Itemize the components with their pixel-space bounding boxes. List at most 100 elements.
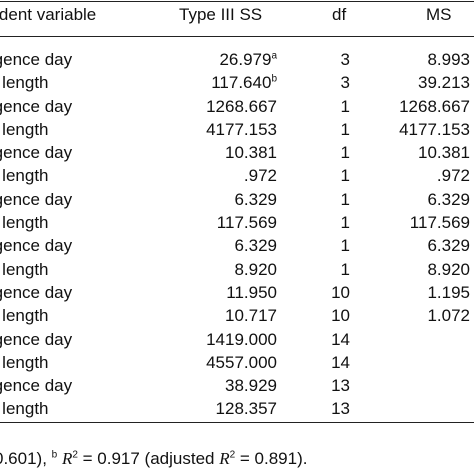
table-row: g length 8.920 1 8.920 bbox=[0, 260, 474, 283]
dependent-variable-cell: rgence day bbox=[0, 329, 73, 349]
table-row: rgence day 38.929 13 bbox=[0, 376, 474, 399]
type-iii-ss-value: 128.357 bbox=[215, 399, 277, 419]
adjusted-r-squared-symbol: R bbox=[219, 449, 230, 468]
table-top-rule bbox=[0, 1, 474, 2]
df-cell: 1 bbox=[340, 166, 350, 186]
type-iii-ss-cell: 10.381 bbox=[225, 143, 277, 163]
type-iii-ss-value: 26.979 bbox=[219, 50, 272, 69]
footnote-text-1: 0.601), bbox=[0, 449, 47, 468]
dependent-variable-cell: rgence day bbox=[0, 50, 73, 69]
ms-cell: 39.213 bbox=[418, 73, 470, 93]
table-row: rgence day 1268.667 1 1268.667 bbox=[0, 97, 474, 120]
ms-cell: 10.381 bbox=[418, 143, 470, 163]
dependent-variable-cell: g length bbox=[0, 259, 49, 279]
table-row: rgence day 6.329 1 6.329 bbox=[0, 190, 474, 213]
table-row: g length 117.569 1 117.569 bbox=[0, 213, 474, 236]
table-row: g length 10.717 10 1.072 bbox=[0, 306, 474, 329]
dependent-variable-cell: rgence day bbox=[0, 282, 73, 302]
table-header-rule bbox=[0, 36, 474, 37]
table-row: rgence day 6.329 1 6.329 bbox=[0, 236, 474, 259]
type-iii-ss-value: 6.329 bbox=[234, 189, 277, 209]
dependent-variable-cell: rgence day bbox=[0, 189, 73, 209]
type-iii-ss-value: 6.329 bbox=[234, 236, 277, 256]
r-squared-symbol: R bbox=[61, 449, 73, 468]
type-iii-ss-cell: .972 bbox=[244, 166, 277, 186]
df-cell: 1 bbox=[340, 259, 350, 279]
type-iii-ss-cell: 4557.000 bbox=[206, 353, 277, 373]
type-iii-ss-cell: 6.329 bbox=[234, 236, 277, 256]
type-iii-ss-cell: 117.640b bbox=[211, 73, 277, 93]
ms-cell: 4177.153 bbox=[399, 119, 470, 139]
dependent-variable-cell: g length bbox=[0, 73, 49, 93]
table-row: g length .972 1 .972 bbox=[0, 166, 474, 189]
dependent-variable-cell: rgence day bbox=[0, 236, 73, 256]
df-cell: 10 bbox=[331, 306, 350, 326]
dependent-variable-cell: rgence day bbox=[0, 96, 73, 116]
dependent-variable-cell: g length bbox=[0, 352, 49, 372]
header-ms: MS bbox=[426, 5, 452, 24]
footnote-marker: b bbox=[271, 73, 277, 85]
type-iii-ss-value: 4557.000 bbox=[206, 352, 277, 372]
table-footnote: 0.601), b R2 = 0.917 (adjusted R2 = 0.89… bbox=[0, 449, 307, 469]
type-iii-ss-cell: 128.357 bbox=[216, 399, 277, 419]
type-iii-ss-value: 10.717 bbox=[225, 306, 277, 326]
type-iii-ss-cell: 26.979a bbox=[219, 50, 277, 70]
type-iii-ss-cell: 117.569 bbox=[217, 213, 277, 233]
df-cell: 10 bbox=[331, 282, 350, 302]
header-df: df bbox=[332, 5, 347, 24]
df-cell: 13 bbox=[331, 399, 350, 419]
df-cell: 14 bbox=[331, 329, 350, 349]
type-iii-ss-cell: 10.717 bbox=[225, 306, 277, 326]
type-iii-ss-cell: 1419.000 bbox=[206, 330, 277, 350]
type-iii-ss-value: 117.640 bbox=[211, 73, 272, 93]
ms-cell: 1.072 bbox=[427, 306, 470, 326]
dependent-variable-cell: g length bbox=[0, 166, 49, 186]
footnote-text-3: = 0.891). bbox=[235, 449, 308, 468]
dependent-variable-cell: g length bbox=[0, 306, 49, 326]
df-cell: 3 bbox=[340, 50, 350, 69]
df-cell: 1 bbox=[340, 189, 350, 209]
footnote-marker-b: b bbox=[51, 449, 58, 461]
dependent-variable-cell: g length bbox=[0, 399, 49, 419]
type-iii-ss-value: 4177.153 bbox=[206, 119, 277, 139]
type-iii-ss-value: 11.950 bbox=[226, 282, 277, 302]
table-body: rgence day 26.979a 3 8.993 g length 117.640b 3… bbox=[0, 50, 474, 423]
table-row: g length 4177.153 1 4177.153 bbox=[0, 120, 474, 143]
type-iii-ss-value: .972 bbox=[243, 166, 277, 186]
header-dependent-variable: endent variable bbox=[0, 5, 97, 24]
df-cell: 14 bbox=[331, 352, 350, 372]
type-iii-ss-value: 117.569 bbox=[216, 213, 277, 233]
type-iii-ss-value: 38.929 bbox=[225, 376, 277, 396]
dependent-variable-cell: rgence day bbox=[0, 143, 73, 163]
header-type-iii-ss: Type III SS bbox=[179, 5, 263, 24]
ms-cell: 8.920 bbox=[427, 259, 470, 279]
type-iii-ss-cell: 11.950 bbox=[226, 283, 277, 303]
table-row: rgence day 10.381 1 10.381 bbox=[0, 143, 474, 166]
dependent-variable-cell: g length bbox=[0, 119, 49, 139]
dependent-variable-cell: rgence day bbox=[0, 376, 73, 396]
r-squared-exponent: 2 bbox=[72, 449, 78, 461]
table-row: g length 117.640b 3 39.213 bbox=[0, 73, 474, 96]
adjusted-r-squared-exponent: 2 bbox=[229, 449, 236, 461]
df-cell: 1 bbox=[340, 143, 350, 163]
type-iii-ss-cell: 4177.153 bbox=[206, 120, 277, 140]
table-row: g length 4557.000 14 bbox=[0, 353, 474, 376]
ms-cell: 8.993 bbox=[427, 50, 470, 69]
table-row: g length 128.357 13 bbox=[0, 399, 474, 422]
dependent-variable-cell: g length bbox=[0, 213, 49, 233]
table-row: rgence day 11.950 10 1.195 bbox=[0, 283, 474, 306]
df-cell: 13 bbox=[331, 376, 350, 396]
type-iii-ss-value: 8.920 bbox=[234, 259, 277, 279]
df-cell: 1 bbox=[340, 236, 350, 256]
df-cell: 1 bbox=[340, 96, 350, 116]
df-cell: 1 bbox=[340, 119, 350, 139]
df-cell: 1 bbox=[340, 213, 350, 233]
table-bottom-rule bbox=[0, 422, 474, 423]
ms-cell: 117.569 bbox=[409, 213, 470, 233]
type-iii-ss-cell: 6.329 bbox=[234, 190, 277, 210]
df-cell: 3 bbox=[340, 73, 350, 93]
ms-cell: 1268.667 bbox=[399, 96, 470, 116]
type-iii-ss-cell: 1268.667 bbox=[206, 97, 277, 117]
footnote-text-2: = 0.917 (adjusted bbox=[77, 449, 220, 468]
table-row: rgence day 1419.000 14 bbox=[0, 330, 474, 353]
